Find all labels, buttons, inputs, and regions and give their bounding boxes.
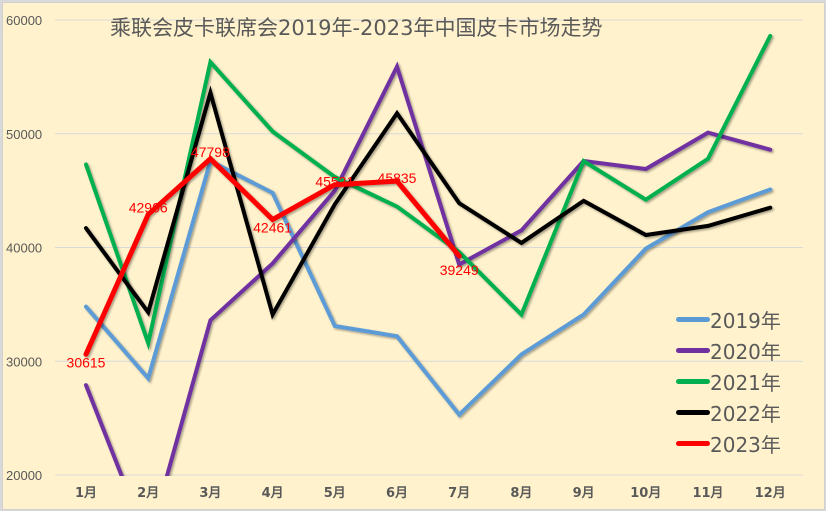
x-tick-label: 9月: [573, 486, 595, 501]
x-tick-label: 8月: [510, 486, 532, 501]
data-label: 39249: [440, 262, 479, 278]
legend-item-2022[interactable]: 2022年: [676, 397, 781, 428]
y-tick-label: 50000: [6, 127, 42, 142]
x-tick-label: 6月: [386, 486, 408, 501]
y-axis: 20000 30000 40000 50000 60000: [6, 13, 42, 483]
legend-line-icon: [676, 317, 710, 322]
legend-line-icon: [676, 379, 710, 384]
data-label: 45835: [378, 170, 417, 186]
legend-line-icon: [676, 410, 710, 415]
legend-line-icon: [676, 441, 710, 446]
x-tick-label: 10月: [630, 486, 661, 501]
x-tick-label: 5月: [324, 486, 346, 501]
data-labels: 30615 42906 47798 42461 45521 45835 39249: [67, 144, 479, 370]
x-axis: 1月 2月 3月 4月 5月 6月 7月 8月 9月 10月 11月 12月: [75, 486, 786, 501]
series-line-2023年[interactable]: [83, 155, 462, 357]
x-tick-label: 12月: [755, 486, 786, 501]
gridlines: [55, 19, 803, 476]
x-tick-label: 1月: [75, 486, 97, 501]
y-tick-label: 20000: [6, 468, 42, 483]
y-tick-label: 40000: [6, 241, 42, 256]
data-label: 45521: [315, 174, 354, 190]
series-line-2019年[interactable]: [84, 158, 773, 418]
legend-item-2020[interactable]: 2020年: [676, 335, 781, 366]
series-line-2020年[interactable]: [84, 61, 773, 511]
x-tick-label: 2月: [137, 486, 159, 501]
x-tick-label: 3月: [199, 486, 221, 501]
y-tick-label: 60000: [6, 13, 42, 28]
chart-title: 乘联会皮卡联席会2019年-2023年中国皮卡市场走势: [110, 16, 603, 40]
series-line-2021年[interactable]: [84, 33, 773, 351]
data-label: 30615: [67, 354, 106, 370]
y-tick-label: 30000: [6, 354, 42, 369]
legend-item-2019[interactable]: 2019年: [676, 304, 781, 335]
data-label: 47798: [191, 144, 230, 160]
legend-item-2023[interactable]: 2023年: [676, 428, 781, 459]
series-line-2022年[interactable]: [84, 85, 773, 320]
legend-item-2021[interactable]: 2021年: [676, 366, 781, 397]
x-tick-label: 11月: [692, 486, 723, 501]
x-tick-label: 7月: [448, 486, 470, 501]
x-tick-label: 4月: [262, 486, 284, 501]
data-label: 42461: [253, 220, 292, 236]
legend: 2019年 2020年 2021年 2022年 2023年: [676, 304, 781, 459]
data-label: 42906: [129, 199, 168, 215]
legend-line-icon: [676, 348, 710, 353]
series-lines: [83, 33, 773, 511]
